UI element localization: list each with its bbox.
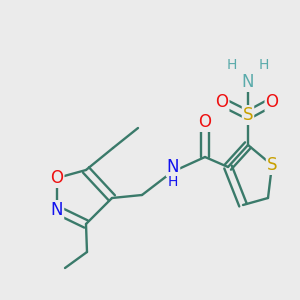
Text: H: H — [227, 58, 237, 72]
Text: N: N — [242, 73, 254, 91]
Text: N: N — [51, 201, 63, 219]
Text: S: S — [243, 106, 253, 124]
Text: S: S — [267, 156, 277, 174]
Text: H: H — [168, 175, 178, 189]
Text: O: O — [50, 169, 64, 187]
Text: O: O — [199, 113, 212, 131]
Text: O: O — [215, 93, 229, 111]
Text: O: O — [266, 93, 278, 111]
Text: N: N — [167, 158, 179, 176]
Text: H: H — [259, 58, 269, 72]
